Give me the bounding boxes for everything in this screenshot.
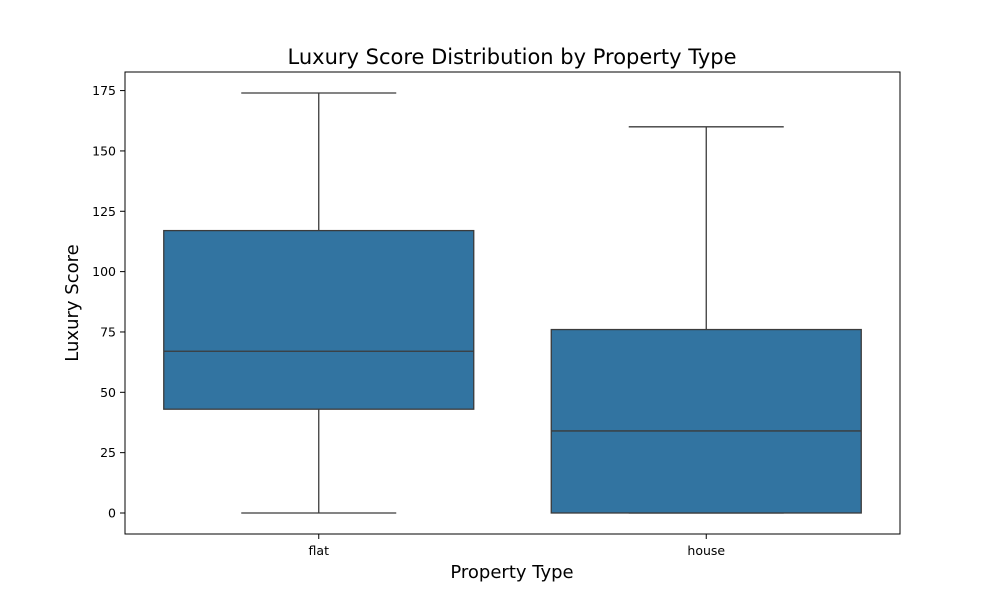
box-house	[550, 126, 862, 514]
x-axis: flat house	[309, 534, 725, 558]
boxes-layer	[163, 92, 862, 514]
y-tick-label: 25	[100, 445, 116, 460]
x-tick-label-house: house	[687, 543, 725, 558]
plot-frame	[124, 71, 901, 535]
x-axis-label: Property Type	[450, 562, 573, 583]
y-axis-label: Luxury Score	[62, 244, 83, 361]
y-tick-label: 175	[92, 83, 116, 98]
iqr-box	[163, 229, 475, 410]
x-tick-label-flat: flat	[309, 543, 330, 558]
y-tick-label: 125	[92, 204, 116, 219]
y-tick-label: 50	[100, 385, 116, 400]
iqr-box	[550, 328, 862, 514]
chart-title: Luxury Score Distribution by Property Ty…	[288, 45, 737, 69]
y-tick-label: 100	[92, 264, 116, 279]
y-tick-label: 75	[100, 324, 116, 339]
y-tick-label: 0	[108, 506, 116, 521]
box-flat	[163, 92, 475, 514]
y-axis: 0 25 50 75 100 125 150 175	[92, 83, 125, 521]
y-tick-label: 150	[92, 143, 116, 158]
